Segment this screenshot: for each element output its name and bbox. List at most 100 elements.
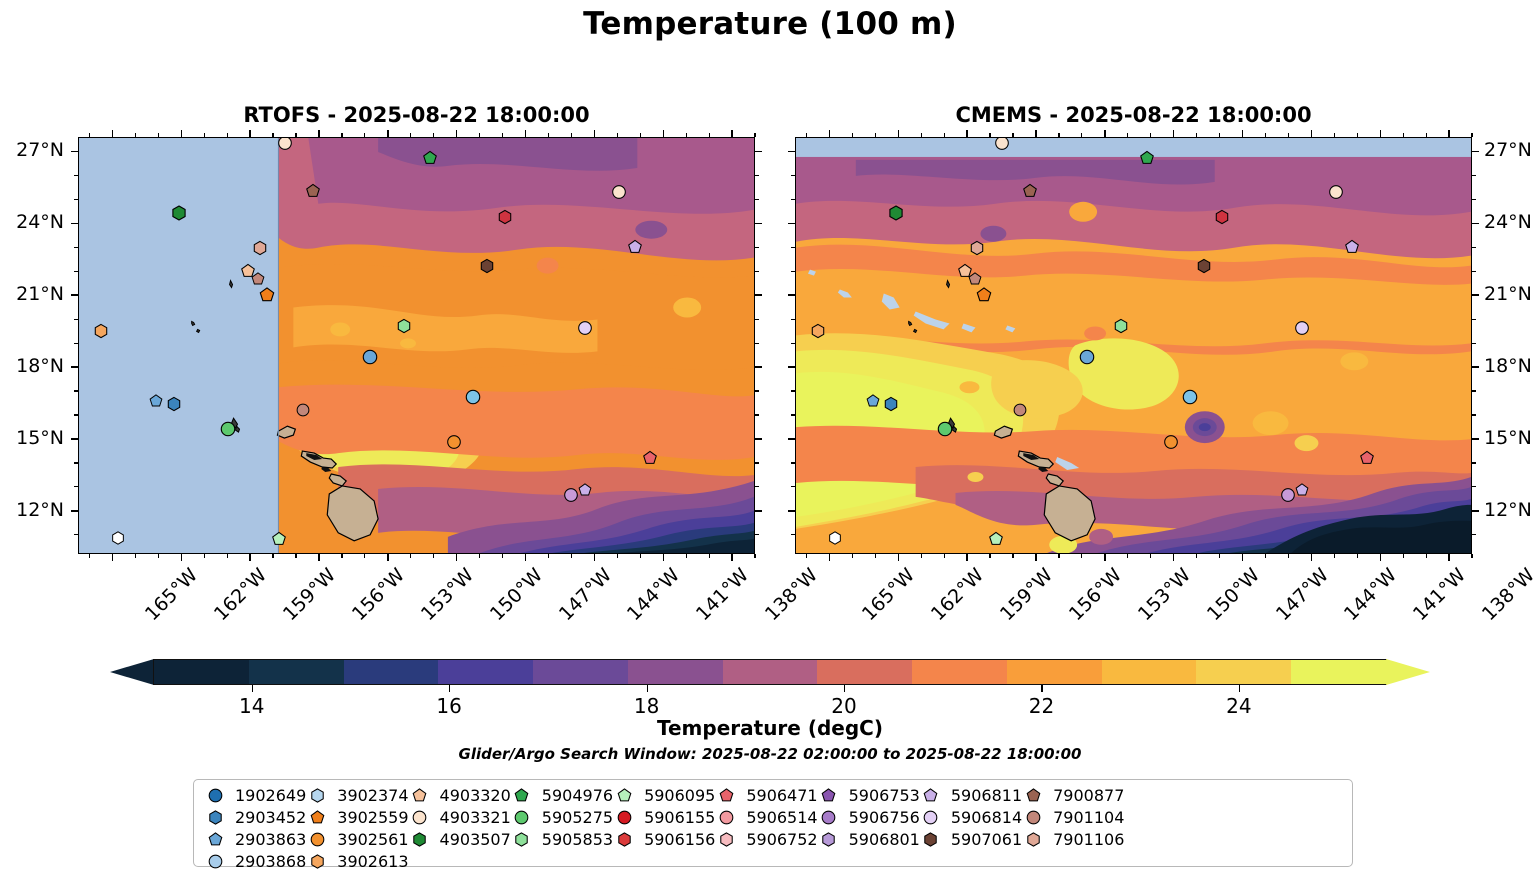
x-tick-minor [295, 133, 297, 137]
float-marker-7900877[interactable] [480, 258, 495, 273]
float-marker-5905853[interactable] [1113, 319, 1128, 334]
legend-item-5907061[interactable]: 5907061 [920, 830, 1022, 849]
float-marker-4903320[interactable] [241, 263, 256, 278]
float-marker-5906095[interactable] [989, 531, 1004, 547]
float-marker-7901104[interactable] [968, 272, 982, 286]
float-marker-5906756[interactable] [1281, 487, 1296, 502]
legend-item-2903868[interactable]: 2903868 [204, 852, 306, 871]
float-marker-2903863[interactable] [866, 393, 880, 408]
y-tick-right [1472, 366, 1479, 368]
x-tick [828, 554, 831, 561]
float-marker-5904976[interactable] [1139, 150, 1154, 166]
float-marker-3902561[interactable] [1164, 434, 1179, 449]
float-marker-5906753[interactable] [1295, 483, 1309, 497]
legend-item-5906752[interactable]: 5906752 [715, 830, 818, 849]
legend-item-5905275[interactable]: 5905275 [511, 808, 613, 827]
float-marker-5904976[interactable] [422, 150, 437, 166]
float-marker-3902613[interactable] [810, 323, 825, 339]
legend-label: 2903863 [235, 830, 307, 849]
legend-item-5906155[interactable]: 5906155 [613, 808, 715, 827]
float-marker-7901104[interactable] [1013, 403, 1027, 417]
float-marker-4903507[interactable] [888, 205, 904, 221]
legend-item-5906801[interactable]: 5906801 [818, 830, 920, 849]
float-marker-7901106[interactable] [253, 240, 268, 255]
float-marker-5906811[interactable] [628, 240, 643, 255]
legend-item-4903321[interactable]: 4903321 [409, 808, 511, 827]
float-marker-5905275[interactable] [937, 421, 953, 437]
y-tick-minor [791, 486, 795, 488]
float-marker-2903863[interactable] [149, 393, 163, 408]
float-marker-5906814[interactable] [577, 321, 592, 336]
float-marker-7901104[interactable] [251, 272, 265, 286]
legend-item-5906753[interactable]: 5906753 [818, 786, 920, 805]
map-panel-rtofs[interactable] [78, 137, 755, 554]
float-marker-3902613[interactable] [93, 323, 108, 339]
legend-item-3902374[interactable]: 3902374 [306, 786, 409, 805]
float-id-legend[interactable]: 1902649 2903452 2903863 2903868 3902374 39025… [193, 779, 1353, 871]
float-marker-7901106[interactable] [970, 240, 985, 255]
float-marker-5905275[interactable] [220, 421, 236, 437]
float-marker-5906811[interactable] [1345, 240, 1360, 255]
legend-item-3902561[interactable]: 3902561 [306, 830, 409, 849]
legend-label: 5906753 [848, 786, 920, 805]
float-marker-1902649[interactable] [1182, 389, 1198, 405]
float-marker-3902374[interactable] [111, 531, 125, 546]
legend-item-5904976[interactable]: 5904976 [511, 786, 613, 805]
legend-item-5906756[interactable]: 5906756 [818, 808, 920, 827]
legend-item-7901104[interactable]: 7901104 [1022, 808, 1124, 827]
float-marker-4903321[interactable] [612, 185, 627, 200]
float-marker-5906814[interactable] [1294, 321, 1309, 336]
float-marker-3902559[interactable] [259, 287, 275, 303]
float-marker-7900877[interactable] [305, 183, 320, 198]
float-marker-7900877[interactable] [1022, 183, 1037, 198]
map-panel-cmems[interactable] [795, 137, 1472, 554]
float-marker-5906756[interactable] [564, 487, 579, 502]
legend-item-3902559[interactable]: 3902559 [306, 808, 409, 827]
legend-item-5906471[interactable]: 5906471 [715, 786, 818, 805]
float-marker-4903321[interactable] [1329, 185, 1344, 200]
float-marker-5906095[interactable] [272, 531, 287, 547]
legend-item-5906514[interactable]: 5906514 [715, 808, 818, 827]
float-marker-4903321[interactable] [278, 138, 293, 151]
legend-item-2903452[interactable]: 2903452 [204, 808, 306, 827]
x-tick-minor [616, 133, 618, 137]
float-marker-1902649[interactable] [465, 389, 481, 405]
legend-item-7900877[interactable]: 7900877 [1022, 786, 1124, 805]
float-marker-3902561[interactable] [447, 434, 462, 449]
float-marker-7900877[interactable] [1197, 258, 1212, 273]
colorbar[interactable]: 14 16 18 20 22 24 [110, 659, 1430, 718]
y-tick-right [1472, 294, 1479, 296]
float-marker-4903320[interactable] [958, 263, 973, 278]
legend-item-5906095[interactable]: 5906095 [613, 786, 715, 805]
legend-item-4903320[interactable]: 4903320 [409, 786, 511, 805]
float-marker-2903868[interactable] [362, 349, 378, 365]
x-tick-top [249, 130, 251, 137]
float-marker-5906471[interactable] [642, 451, 657, 466]
marker-pentagon-icon [818, 788, 840, 803]
legend-item-1902649[interactable]: 1902649 [204, 786, 306, 805]
float-marker-3902374[interactable] [828, 531, 842, 546]
float-marker-5906753[interactable] [578, 483, 592, 497]
x-tick-minor [943, 133, 945, 137]
float-marker-4903321[interactable] [995, 138, 1010, 151]
legend-item-7901106[interactable]: 7901106 [1022, 830, 1124, 849]
float-marker-7901104[interactable] [296, 403, 310, 417]
float-marker-5906471[interactable] [1359, 451, 1374, 466]
float-marker-5906155[interactable] [497, 209, 512, 225]
legend-item-5906156[interactable]: 5906156 [613, 830, 715, 849]
y-tick-minor [1472, 246, 1476, 248]
float-marker-5905853[interactable] [396, 319, 411, 334]
legend-item-3902613[interactable]: 3902613 [306, 852, 409, 871]
y-tick [788, 510, 795, 512]
float-marker-2903452[interactable] [166, 396, 181, 411]
float-marker-2903452[interactable] [883, 396, 898, 411]
float-marker-4903507[interactable] [171, 205, 187, 221]
float-marker-5906155[interactable] [1214, 209, 1229, 225]
float-marker-3902559[interactable] [976, 287, 992, 303]
legend-item-5906811[interactable]: 5906811 [920, 786, 1022, 805]
legend-item-2903863[interactable]: 2903863 [204, 830, 306, 849]
legend-item-5905853[interactable]: 5905853 [511, 830, 613, 849]
legend-item-5906814[interactable]: 5906814 [920, 808, 1022, 827]
float-marker-2903868[interactable] [1079, 349, 1095, 365]
legend-item-4903507[interactable]: 4903507 [409, 830, 511, 849]
